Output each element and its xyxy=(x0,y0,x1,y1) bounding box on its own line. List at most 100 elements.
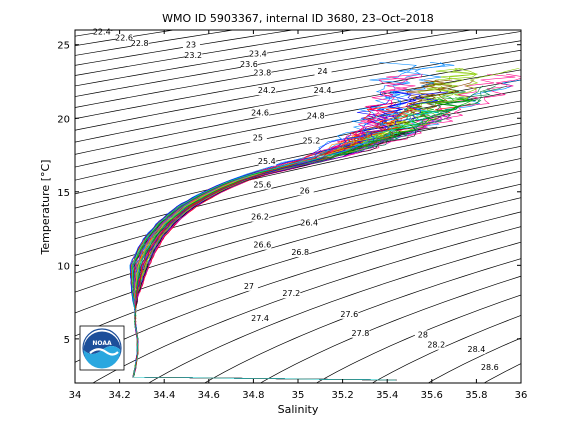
x-tick-label: 34.4 xyxy=(153,390,175,401)
isopycnal-label: 22.6 xyxy=(115,33,133,42)
isopycnal-label-bg xyxy=(258,156,276,166)
isopycnal-line xyxy=(75,145,521,256)
isopycnal-label: 25.6 xyxy=(253,180,271,189)
y-tick-label: 20 xyxy=(57,114,70,125)
isopycnal-label-bg xyxy=(249,133,267,143)
isopycnal-line xyxy=(75,197,521,337)
profile-line xyxy=(131,109,439,381)
y-tick-label: 10 xyxy=(57,261,70,272)
isopycnal-line xyxy=(148,241,521,383)
isopycnal-line xyxy=(75,49,521,131)
isopycnal-label: 22.4 xyxy=(93,27,111,36)
isopycnal-label: 25 xyxy=(253,133,263,142)
x-tick-label: 35.8 xyxy=(465,390,487,401)
isopycnal-label-bg xyxy=(93,27,111,37)
isopycnal-line xyxy=(75,30,414,87)
isopycnal-label-bg xyxy=(296,186,314,196)
isopycnal-label-bg xyxy=(185,50,203,60)
isopycnal-label: 28.6 xyxy=(481,363,499,372)
isopycnal-label: 26.6 xyxy=(253,241,271,250)
isopycnal-label-bg xyxy=(414,330,432,340)
x-tick-label: 34.6 xyxy=(198,390,220,401)
x-tick-label: 35.6 xyxy=(421,390,443,401)
isopycnal-line xyxy=(75,30,474,97)
isopycnal-line xyxy=(75,31,521,108)
isopycnal-label-bg xyxy=(254,68,272,78)
isopycnal-label: 26.2 xyxy=(251,213,269,222)
isopycnal-line xyxy=(75,170,521,293)
isopycnal-label-bg xyxy=(249,49,267,59)
isopycnal-label: 23.4 xyxy=(249,49,267,58)
isopycnal-label-bg xyxy=(314,67,332,77)
isopycnal-label: 28.2 xyxy=(427,341,445,350)
isopycnal-label-bg xyxy=(252,108,270,118)
isopycnal-line xyxy=(75,59,521,143)
isopycnal-label: 23.6 xyxy=(240,60,258,69)
y-tick-label: 15 xyxy=(57,188,70,199)
x-tick-label: 34.2 xyxy=(108,390,130,401)
isopycnal-label: 28.4 xyxy=(467,345,485,354)
isopycnal-label: 28 xyxy=(418,330,428,339)
isopycnal-label-bg xyxy=(307,111,325,121)
isopycnal-label-bg xyxy=(252,314,270,324)
y-tick-label: 5 xyxy=(64,335,70,346)
isopycnal-line xyxy=(427,337,521,383)
x-tick-label: 34 xyxy=(69,390,82,401)
isopycnal-label-bg xyxy=(254,180,272,190)
profile-line xyxy=(133,103,417,381)
isopycnal-label: 27 xyxy=(244,282,254,291)
y-axis-label: Temperature [°C] xyxy=(39,160,52,256)
isopycnal-label-bg xyxy=(341,309,359,319)
isopycnal-line xyxy=(92,226,521,383)
isopycnal-label-bg xyxy=(182,40,200,50)
x-tick-label: 35.2 xyxy=(331,390,353,401)
logo-text: NOAA xyxy=(92,340,112,347)
x-tick-label: 35.4 xyxy=(376,390,398,401)
isopycnal-label: 23.2 xyxy=(184,51,202,60)
isopycnal-line xyxy=(75,158,521,274)
isopycnal-label: 27.8 xyxy=(352,329,370,338)
isopycnal-label: 26 xyxy=(300,186,310,195)
x-tick-label: 34.8 xyxy=(242,390,264,401)
isopycnal-label-bg xyxy=(258,86,276,96)
isopycnal-label: 25.2 xyxy=(302,136,320,145)
noaa-logo: NOAA xyxy=(79,325,125,371)
isopycnal-line xyxy=(75,40,521,120)
isopycnal-label: 23 xyxy=(186,41,196,50)
x-axis-ticks: 34 34.2 34.4 34.6 34.8 35 35.2 35.4 35.6 35.8 36 xyxy=(69,30,528,401)
isopycnal-label-bg xyxy=(240,59,258,69)
isopycnal-label-bg xyxy=(292,248,310,258)
x-tick-label: 35 xyxy=(292,390,305,401)
isopycnal-label: 22.8 xyxy=(131,39,149,48)
isopycnal-label-bg xyxy=(314,86,332,96)
isopycnal-line xyxy=(75,122,521,224)
x-tick-label: 36 xyxy=(515,390,528,401)
isopycnal-label-bg xyxy=(301,218,319,228)
isopycnal-label-bg xyxy=(303,136,321,146)
profile-lines xyxy=(129,62,521,381)
isopycnal-label-bg xyxy=(468,345,486,355)
isopycnal-label: 27.6 xyxy=(340,310,358,319)
isopycnal-line xyxy=(203,258,521,383)
isopycnal-label-bg xyxy=(352,328,370,338)
isopycnal-label-bg xyxy=(116,33,134,43)
isopycnal-line xyxy=(315,294,521,383)
isopycnal-label-bg xyxy=(240,281,258,291)
isopycnal-label: 23.8 xyxy=(253,69,271,78)
isopycnal-label: 24 xyxy=(317,67,327,76)
isopycnal-label-bg xyxy=(283,289,301,299)
y-tick-label: 25 xyxy=(57,41,70,52)
isopycnal-label: 24.8 xyxy=(307,111,325,120)
isopycnal-label-bg xyxy=(428,340,446,350)
isopycnal-label: 24.2 xyxy=(258,86,276,95)
isopycnal-label: 24.4 xyxy=(314,86,332,95)
isopycnal-line xyxy=(75,30,355,76)
isopycnal-label: 26.8 xyxy=(291,248,309,257)
isopycnal-label-bg xyxy=(254,240,272,250)
isopycnal-label: 26.4 xyxy=(300,219,318,228)
y-axis-ticks: 5 10 15 20 25 xyxy=(57,41,521,346)
isopycnal-label-bg xyxy=(481,362,499,372)
isopycnal-label: 27.2 xyxy=(282,289,300,298)
